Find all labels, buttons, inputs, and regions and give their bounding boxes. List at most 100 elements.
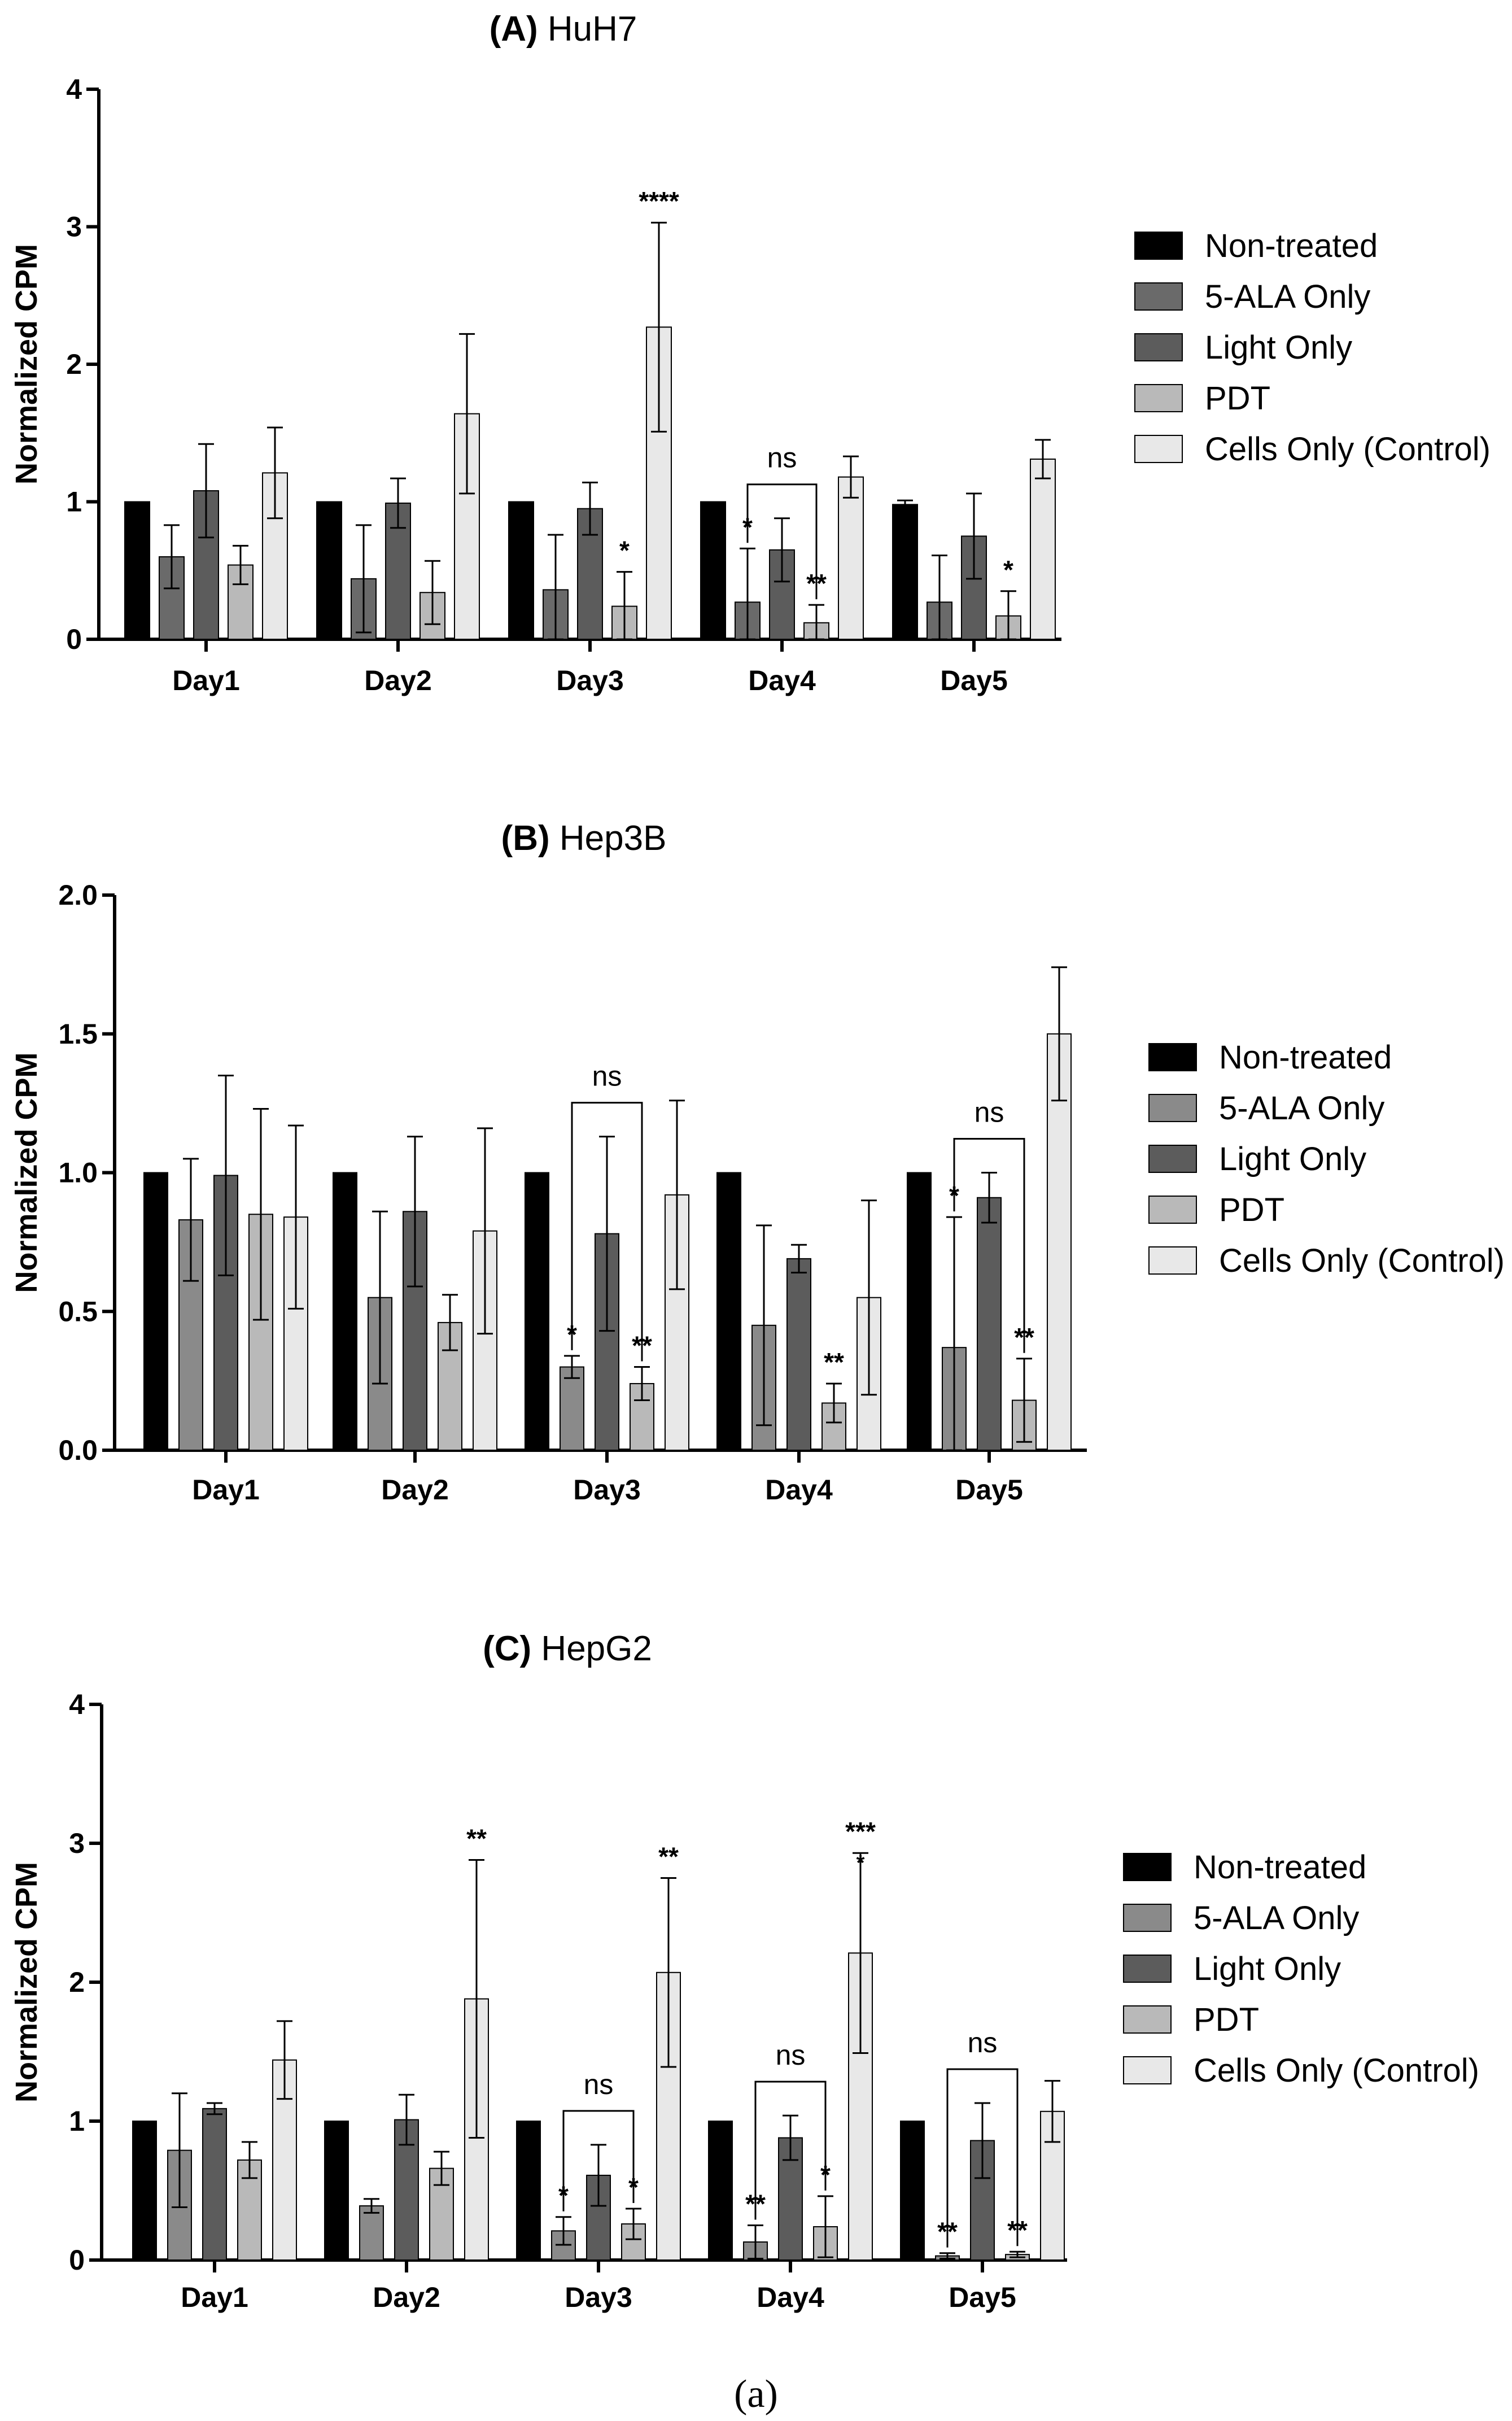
- bar: [900, 2121, 925, 2261]
- category-label: Day4: [757, 2282, 824, 2313]
- legend-label: PDT: [1205, 380, 1270, 417]
- category-label: Day2: [364, 665, 432, 696]
- category-label: Day1: [181, 2282, 248, 2313]
- panel-c: (C) HepG2 Normalized CPM 0 1 2 3 4 Day1 Day2 Day3…: [10, 1629, 1479, 2313]
- legend-label: 5-ALA Only: [1219, 1090, 1384, 1127]
- legend-label: 5-ALA Only: [1194, 1900, 1359, 1936]
- legend-label: Non-treated: [1219, 1039, 1392, 1076]
- title-space: [550, 819, 560, 858]
- title-space: [531, 1629, 541, 1668]
- significance-bracket: [571, 1102, 643, 1362]
- bar: [1030, 459, 1056, 640]
- significance-label: *: [619, 536, 630, 565]
- bar: [977, 1197, 1002, 1451]
- legend-label: Cells Only (Control): [1194, 2052, 1479, 2089]
- category-label: Day4: [748, 665, 816, 696]
- y-tick-label: 3: [66, 211, 82, 243]
- panel-a: (A) HuH7 Normalized CPM 0 1 2 3 4 Day1 Day2 Day3 D…: [10, 10, 1491, 696]
- significance-label: *: [856, 1851, 865, 1875]
- legend-swatch: [1148, 1196, 1197, 1224]
- category-label: Day3: [565, 2282, 632, 2313]
- category-label: Day3: [556, 665, 624, 696]
- legend-swatch: [1148, 1043, 1197, 1071]
- y-axis-label: Normalized CPM: [10, 1052, 43, 1293]
- legend-swatch: [1134, 282, 1183, 311]
- bar: [143, 1172, 168, 1451]
- bar: [316, 501, 342, 640]
- legend-label: Non-treated: [1205, 228, 1378, 264]
- panel-name: HepG2: [541, 1629, 652, 1668]
- legend: Non-treated 5-ALA Only Light Only PDT Cells …: [1148, 1039, 1505, 1279]
- panel-letter: (C): [483, 1629, 531, 1668]
- bar: [907, 1172, 932, 1451]
- y-tick-label: 1.0: [58, 1157, 98, 1189]
- y-tick-label: 0: [69, 2244, 85, 2276]
- legend-swatch: [1134, 232, 1183, 260]
- y-tick-label: 0.5: [58, 1295, 98, 1327]
- panel-b: (B) Hep3B Normalized CPM 0.0 0.5 1.0 1.5 2.0 Da…: [10, 819, 1505, 1506]
- category-label: Day5: [940, 665, 1008, 696]
- y-tick-label: 2: [69, 1966, 85, 1998]
- significance-label: **: [824, 1347, 844, 1377]
- ns-label: ns: [584, 2069, 614, 2100]
- bar: [1047, 1033, 1072, 1451]
- legend-label: Cells Only (Control): [1219, 1242, 1505, 1279]
- category-label: Day1: [172, 665, 240, 696]
- significance-label: ***: [845, 1817, 876, 1846]
- bar: [630, 1383, 654, 1451]
- panel-name: HuH7: [548, 10, 637, 49]
- bar: [700, 501, 726, 640]
- bar: [892, 504, 918, 640]
- y-tick-label: 1: [66, 486, 82, 518]
- bar: [124, 501, 150, 640]
- figure-caption: (a): [734, 2372, 778, 2416]
- legend-label: Light Only: [1219, 1141, 1366, 1177]
- y-tick-label: 2: [66, 348, 82, 380]
- panel-letter: (B): [501, 819, 550, 858]
- y-tick-label: 0.0: [58, 1434, 98, 1466]
- legend: Non-treated 5-ALA Only Light Only PDT Cells …: [1123, 1849, 1479, 2089]
- bar: [333, 1172, 357, 1451]
- significance-label: **: [466, 1824, 487, 1853]
- significance-bracket: [953, 1138, 1025, 1353]
- legend-label: Light Only: [1194, 1951, 1341, 1987]
- bar: [228, 564, 254, 640]
- legend-label: Cells Only (Control): [1205, 431, 1491, 468]
- y-tick-label: 2.0: [58, 879, 98, 911]
- legend-swatch: [1123, 1853, 1172, 1881]
- bar: [508, 501, 534, 640]
- bar: [786, 1258, 811, 1451]
- panel-title: (B) Hep3B: [501, 819, 667, 858]
- ns-label: ns: [767, 442, 797, 474]
- legend-swatch: [1134, 384, 1183, 412]
- y-tick-label: 1.5: [58, 1018, 98, 1050]
- significance-label: **: [658, 1842, 679, 1872]
- category-label: Day1: [192, 1474, 260, 1506]
- ns-label: ns: [968, 2027, 998, 2058]
- category-label: Day2: [381, 1474, 449, 1506]
- legend-swatch: [1123, 2005, 1172, 2034]
- bar: [516, 2121, 541, 2261]
- legend-label: Light Only: [1205, 329, 1352, 366]
- legend-swatch: [1148, 1145, 1197, 1173]
- significance-bracket: [754, 2080, 827, 2220]
- legend: Non-treated 5-ALA Only Light Only PDT Cells …: [1134, 228, 1491, 468]
- legend-swatch: [1134, 435, 1183, 463]
- legend-label: 5-ALA Only: [1205, 278, 1370, 315]
- legend-label: PDT: [1194, 2001, 1259, 2038]
- y-tick-label: 4: [69, 1689, 85, 1720]
- panel-title: (A) HuH7: [490, 10, 637, 49]
- panel-name: Hep3B: [560, 819, 667, 858]
- legend-swatch: [1123, 1955, 1172, 1983]
- significance-bracket: [946, 2068, 1019, 2248]
- legend-label: Non-treated: [1194, 1849, 1366, 1886]
- category-label: Day2: [373, 2282, 440, 2313]
- bar: [708, 2121, 733, 2261]
- panel-title: (C) HepG2: [483, 1629, 652, 1668]
- bar: [324, 2121, 349, 2261]
- category-label: Day4: [765, 1474, 833, 1506]
- y-axis-label: Normalized CPM: [10, 244, 43, 485]
- ns-label: ns: [592, 1061, 622, 1092]
- significance-bracket: [746, 483, 818, 600]
